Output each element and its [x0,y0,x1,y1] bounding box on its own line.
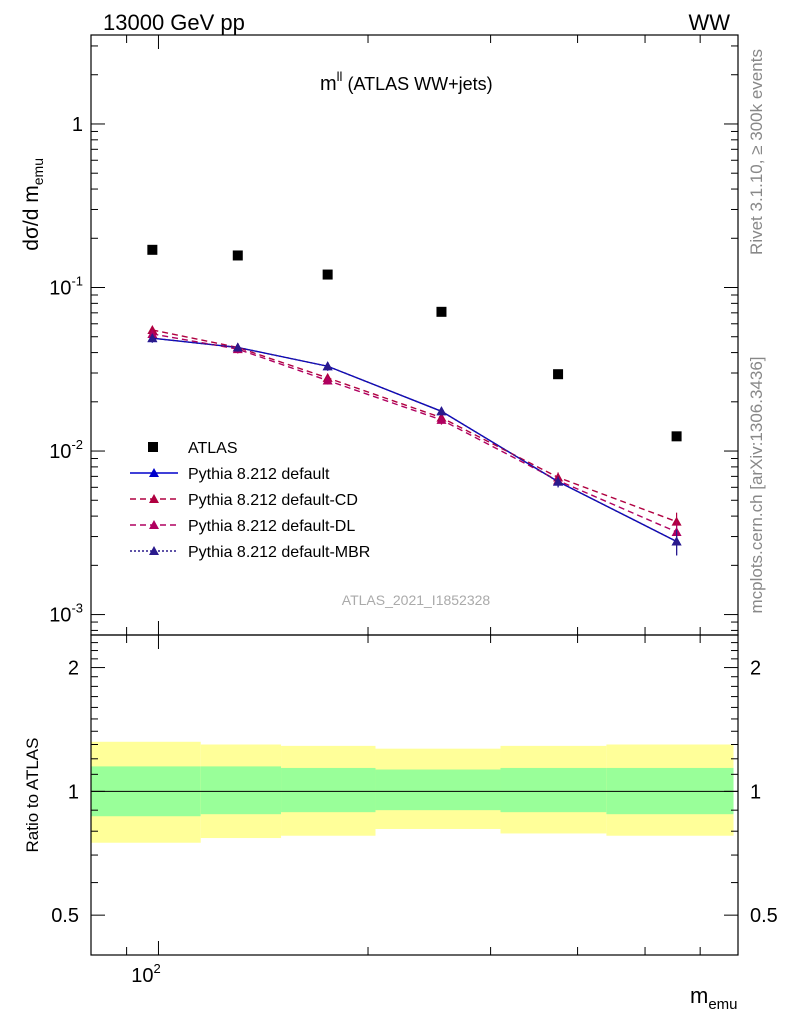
ratio-bands [91,741,738,843]
data-point-dl [436,414,447,424]
legend-marker-data [148,442,158,452]
y-tick-label: 1 [72,114,83,136]
data-point-dl [322,375,333,385]
x-axis-label: memu [690,983,738,1013]
series-line-dl [152,333,677,533]
ratio-band-inner [500,767,607,813]
y-axis-label: dσ/d memu [20,158,46,251]
ratio-tick-label-right: 2 [750,658,761,680]
data-point-data [147,244,158,255]
legend-marker-cd [149,494,159,503]
series-line-cd [152,329,677,523]
data-point-mbr [671,536,682,546]
legend-label-dl: Pythia 8.212 default-DL [188,518,355,535]
legend-label-mbr: Pythia 8.212 default-MBR [188,544,370,561]
data-point-data [553,369,564,380]
ratio-tick-label-left: 2 [68,658,79,680]
data-point-mbr [436,406,447,416]
data-point-data [232,250,243,261]
ratio-tick-label-right: 1 [750,781,761,803]
data-point-mbr [147,333,158,343]
rivet-version-label: Rivet 3.1.10, ≥ 300k events [747,49,766,255]
data-point-mbr [553,476,564,486]
top-panel-ticks: 1 10-1 10-2 10-3 [49,35,738,635]
ratio-band-inner [200,766,282,815]
top-panel-series [147,244,682,556]
ratio-tick-label-left: 1 [68,781,79,803]
data-point-data [436,306,447,317]
header-energy-label: 13000 GeV pp [103,10,245,35]
plot-title: mll (ATLAS WW+jets) [320,69,493,95]
legend-marker-mbr [149,546,159,555]
mcplots-url-label: mcplots.cern.ch [arXiv:1306.3436] [747,356,766,613]
ratio-band-inner [375,769,501,811]
ratio-band-inner [281,767,376,813]
ratio-axis-label: Ratio to ATLAS [23,738,42,853]
legend-marker-default [149,468,159,477]
data-point-cd [671,516,682,526]
ratio-tick-label-right: 0.5 [750,905,778,927]
y-tick-label: 10-3 [49,601,83,627]
y-tick-label: 10-1 [49,274,83,300]
legend-marker-dl [149,520,159,529]
legend: ATLAS Pythia 8.212 default Pythia 8.212 de… [130,440,370,561]
data-point-data [671,431,682,442]
data-point-mbr [322,361,333,371]
x-tick-label-100: 102 [131,961,160,987]
legend-label-default: Pythia 8.212 default [188,466,330,483]
y-tick-label: 10-2 [49,437,83,463]
data-point-mbr [232,342,243,352]
data-point-data [322,269,333,280]
legend-label-data: ATLAS [188,440,238,457]
header-process-label: WW [688,10,730,35]
ratio-tick-label-left: 0.5 [51,905,79,927]
ratio-panel-frame [90,634,739,956]
legend-label-cd: Pythia 8.212 default-CD [188,492,358,509]
analysis-watermark: ATLAS_2021_I1852328 [342,592,491,608]
